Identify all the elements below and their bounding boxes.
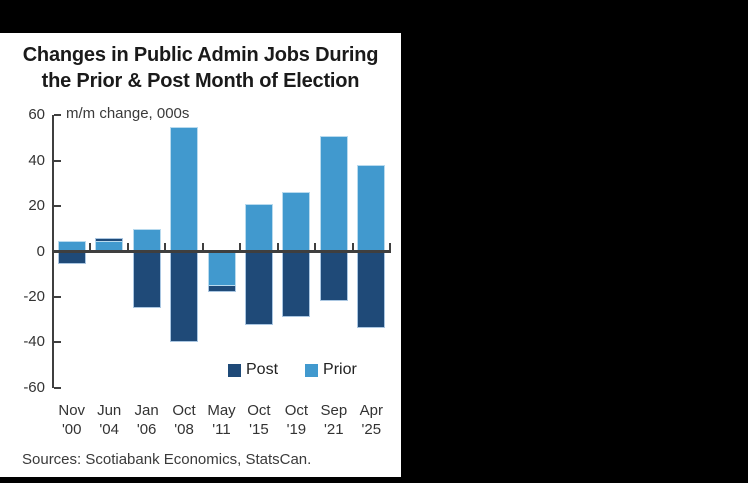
- bar-prior-apr25: [357, 165, 386, 252]
- y-axis-tick-label-0: 0: [36, 242, 45, 260]
- y-axis-tick-20: [54, 205, 61, 208]
- x-axis-tick-1: [89, 243, 92, 250]
- bar-post-jan06: [132, 251, 161, 309]
- bar-prior-oct19: [282, 192, 311, 252]
- x-axis-category-label-jun04: Jun '04: [97, 402, 122, 438]
- y-axis-unit-label: m/m change, 000s: [66, 105, 190, 122]
- y-axis-tick-label--60: -60: [23, 378, 45, 396]
- y-axis-tick-40: [54, 159, 61, 162]
- bar-prior-oct15: [244, 203, 273, 252]
- y-axis-tick-label-20: 20: [28, 197, 45, 215]
- x-axis-category-label-jan06: Jan '06: [134, 402, 159, 438]
- chart-title-line2: the Prior & Post Month of Election: [41, 70, 360, 92]
- bar-post-apr25: [357, 251, 386, 328]
- x-axis-tick-3: [164, 243, 167, 250]
- x-axis-tick-5: [239, 243, 242, 250]
- y-axis-tick--20: [54, 295, 61, 298]
- plot-area: m/m change, 000s Post Prior 60 40 20 0 -20 -4…: [0, 33, 401, 477]
- legend-label-prior: Prior: [323, 361, 357, 378]
- bar-post-oct15: [244, 251, 273, 326]
- bar-post-oct08: [170, 251, 199, 343]
- y-axis-tick-label--40: -40: [23, 333, 45, 351]
- bar-prior-jan06: [132, 228, 161, 252]
- chart-title: Changes in Public Admin Jobs During the …: [0, 42, 401, 94]
- x-axis-tick-2: [126, 243, 129, 250]
- bar-prior-oct08: [170, 126, 199, 252]
- legend-label-post: Post: [246, 361, 279, 378]
- y-axis-tick-60: [54, 114, 61, 117]
- x-axis-category-label-oct19: Oct '19: [284, 402, 309, 438]
- y-axis-tick-label--20: -20: [23, 287, 45, 305]
- x-axis-category-label-nov00: Nov '00: [58, 402, 86, 438]
- x-axis-category-label-may11: May '11: [207, 402, 236, 438]
- legend: Post Prior: [228, 361, 357, 379]
- bar-post-oct19: [282, 251, 311, 318]
- legend-swatch-post: [228, 363, 241, 377]
- legend-swatch-prior: [305, 363, 319, 377]
- x-axis-tick-6: [276, 243, 279, 250]
- bar-prior-sep21: [319, 135, 348, 252]
- x-axis-tick-8: [351, 243, 354, 250]
- x-axis-category-label-oct08: Oct '08: [172, 402, 196, 438]
- x-axis-tick-4: [201, 243, 204, 250]
- bar-prior-may11: [207, 251, 236, 286]
- chart-panel: Changes in Public Admin Jobs During the …: [0, 33, 401, 477]
- y-axis-tick--40: [54, 341, 61, 344]
- y-axis-tick-label-40: 40: [28, 151, 45, 169]
- x-axis-tick-7: [314, 243, 317, 250]
- y-axis-tick-label-60: 60: [28, 106, 45, 124]
- x-axis-category-label-apr25: Apr '25: [359, 402, 383, 438]
- x-axis-category-label-oct15: Oct '15: [247, 402, 271, 438]
- chart-title-line1: Changes in Public Admin Jobs During: [22, 44, 379, 66]
- x-axis-tick-9: [389, 243, 391, 250]
- bar-post-nov00: [57, 251, 86, 264]
- x-axis-category-label-sep21: Sep '21: [320, 402, 348, 438]
- x-axis-zero-line: [52, 250, 391, 253]
- y-axis-tick--60: [54, 386, 61, 389]
- bar-post-sep21: [319, 251, 348, 302]
- sources-note: Sources: Scotiabank Economics, StatsCan.: [22, 451, 312, 468]
